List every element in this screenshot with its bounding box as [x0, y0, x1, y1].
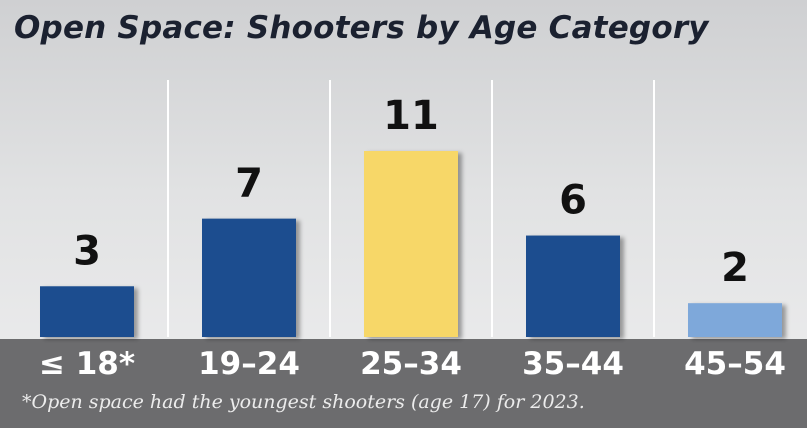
- chart-title: Open Space: Shooters by Age Category: [14, 10, 709, 46]
- bar-3: [364, 151, 458, 337]
- bar-5: [688, 303, 782, 337]
- category-label-3: 25–34: [360, 346, 462, 382]
- category-label-5: 45–54: [684, 346, 786, 382]
- bar-4: [526, 235, 620, 337]
- data-label-3: 11: [383, 93, 439, 139]
- category-label-1: ≤ 18*: [39, 346, 135, 382]
- data-label-5: 2: [721, 245, 749, 291]
- bar-1: [40, 286, 134, 337]
- footnote: *Open space had the youngest shooters (a…: [22, 391, 585, 413]
- data-label-1: 3: [73, 228, 101, 274]
- data-label-4: 6: [559, 178, 587, 224]
- bar-2: [202, 218, 296, 337]
- category-band: [0, 339, 807, 428]
- data-label-2: 7: [235, 161, 263, 207]
- category-label-4: 35–44: [522, 346, 624, 382]
- category-label-2: 19–24: [198, 346, 300, 382]
